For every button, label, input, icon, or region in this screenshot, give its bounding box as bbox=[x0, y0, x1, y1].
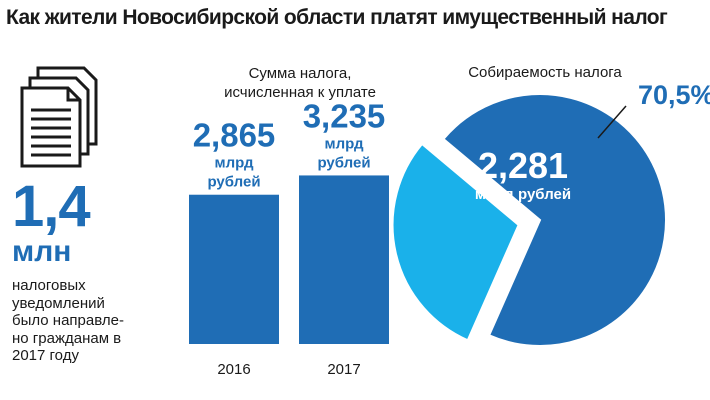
page-title: Как жители Новосибирской области платят … bbox=[6, 6, 668, 29]
pie-percent-label: 70,5% bbox=[638, 80, 710, 110]
bar bbox=[299, 175, 389, 344]
bar-value-label: 3,235 bbox=[303, 97, 386, 134]
bar-unit-label: млрд bbox=[215, 155, 254, 172]
notices-description-line: налоговых bbox=[12, 277, 86, 294]
bar-category-label: 2017 bbox=[327, 361, 360, 378]
bar-value-label: 2,865 bbox=[193, 117, 276, 154]
pie-slice bbox=[442, 93, 668, 347]
notices-description-line: уведомлений bbox=[12, 294, 105, 312]
bar-unit-label: млрд bbox=[325, 135, 364, 152]
notices-description: налоговых уведомлений было направле- но … bbox=[12, 277, 177, 365]
bar-chart-title-line: Сумма налога, bbox=[248, 65, 352, 82]
notices-description-line: 2017 году bbox=[12, 347, 79, 364]
bar-chart-title: Сумма налога, исчисленная к уплате bbox=[180, 64, 420, 102]
bar-chart-title-line: исчисленная к уплате bbox=[224, 84, 376, 101]
pie-chart-title: Собираемость налога bbox=[468, 64, 622, 81]
bar-unit-label: рублей bbox=[207, 174, 260, 191]
notices-description-line: но гражданам в bbox=[12, 329, 122, 347]
bar-category-label: 2016 bbox=[217, 361, 250, 378]
notices-unit: млн bbox=[12, 235, 72, 268]
pie-callout-line bbox=[597, 105, 627, 139]
pie-amount-label: 2,281 bbox=[478, 145, 568, 186]
bar bbox=[189, 194, 279, 344]
bar-unit-label: рублей bbox=[317, 154, 370, 171]
pie-slice bbox=[391, 142, 520, 342]
pie-amount-unit-label: млрд рублей bbox=[475, 186, 571, 203]
notices-description-line: было направле- bbox=[12, 312, 124, 329]
notices-count: 1,4 bbox=[12, 174, 91, 239]
documents-icon bbox=[20, 66, 98, 168]
